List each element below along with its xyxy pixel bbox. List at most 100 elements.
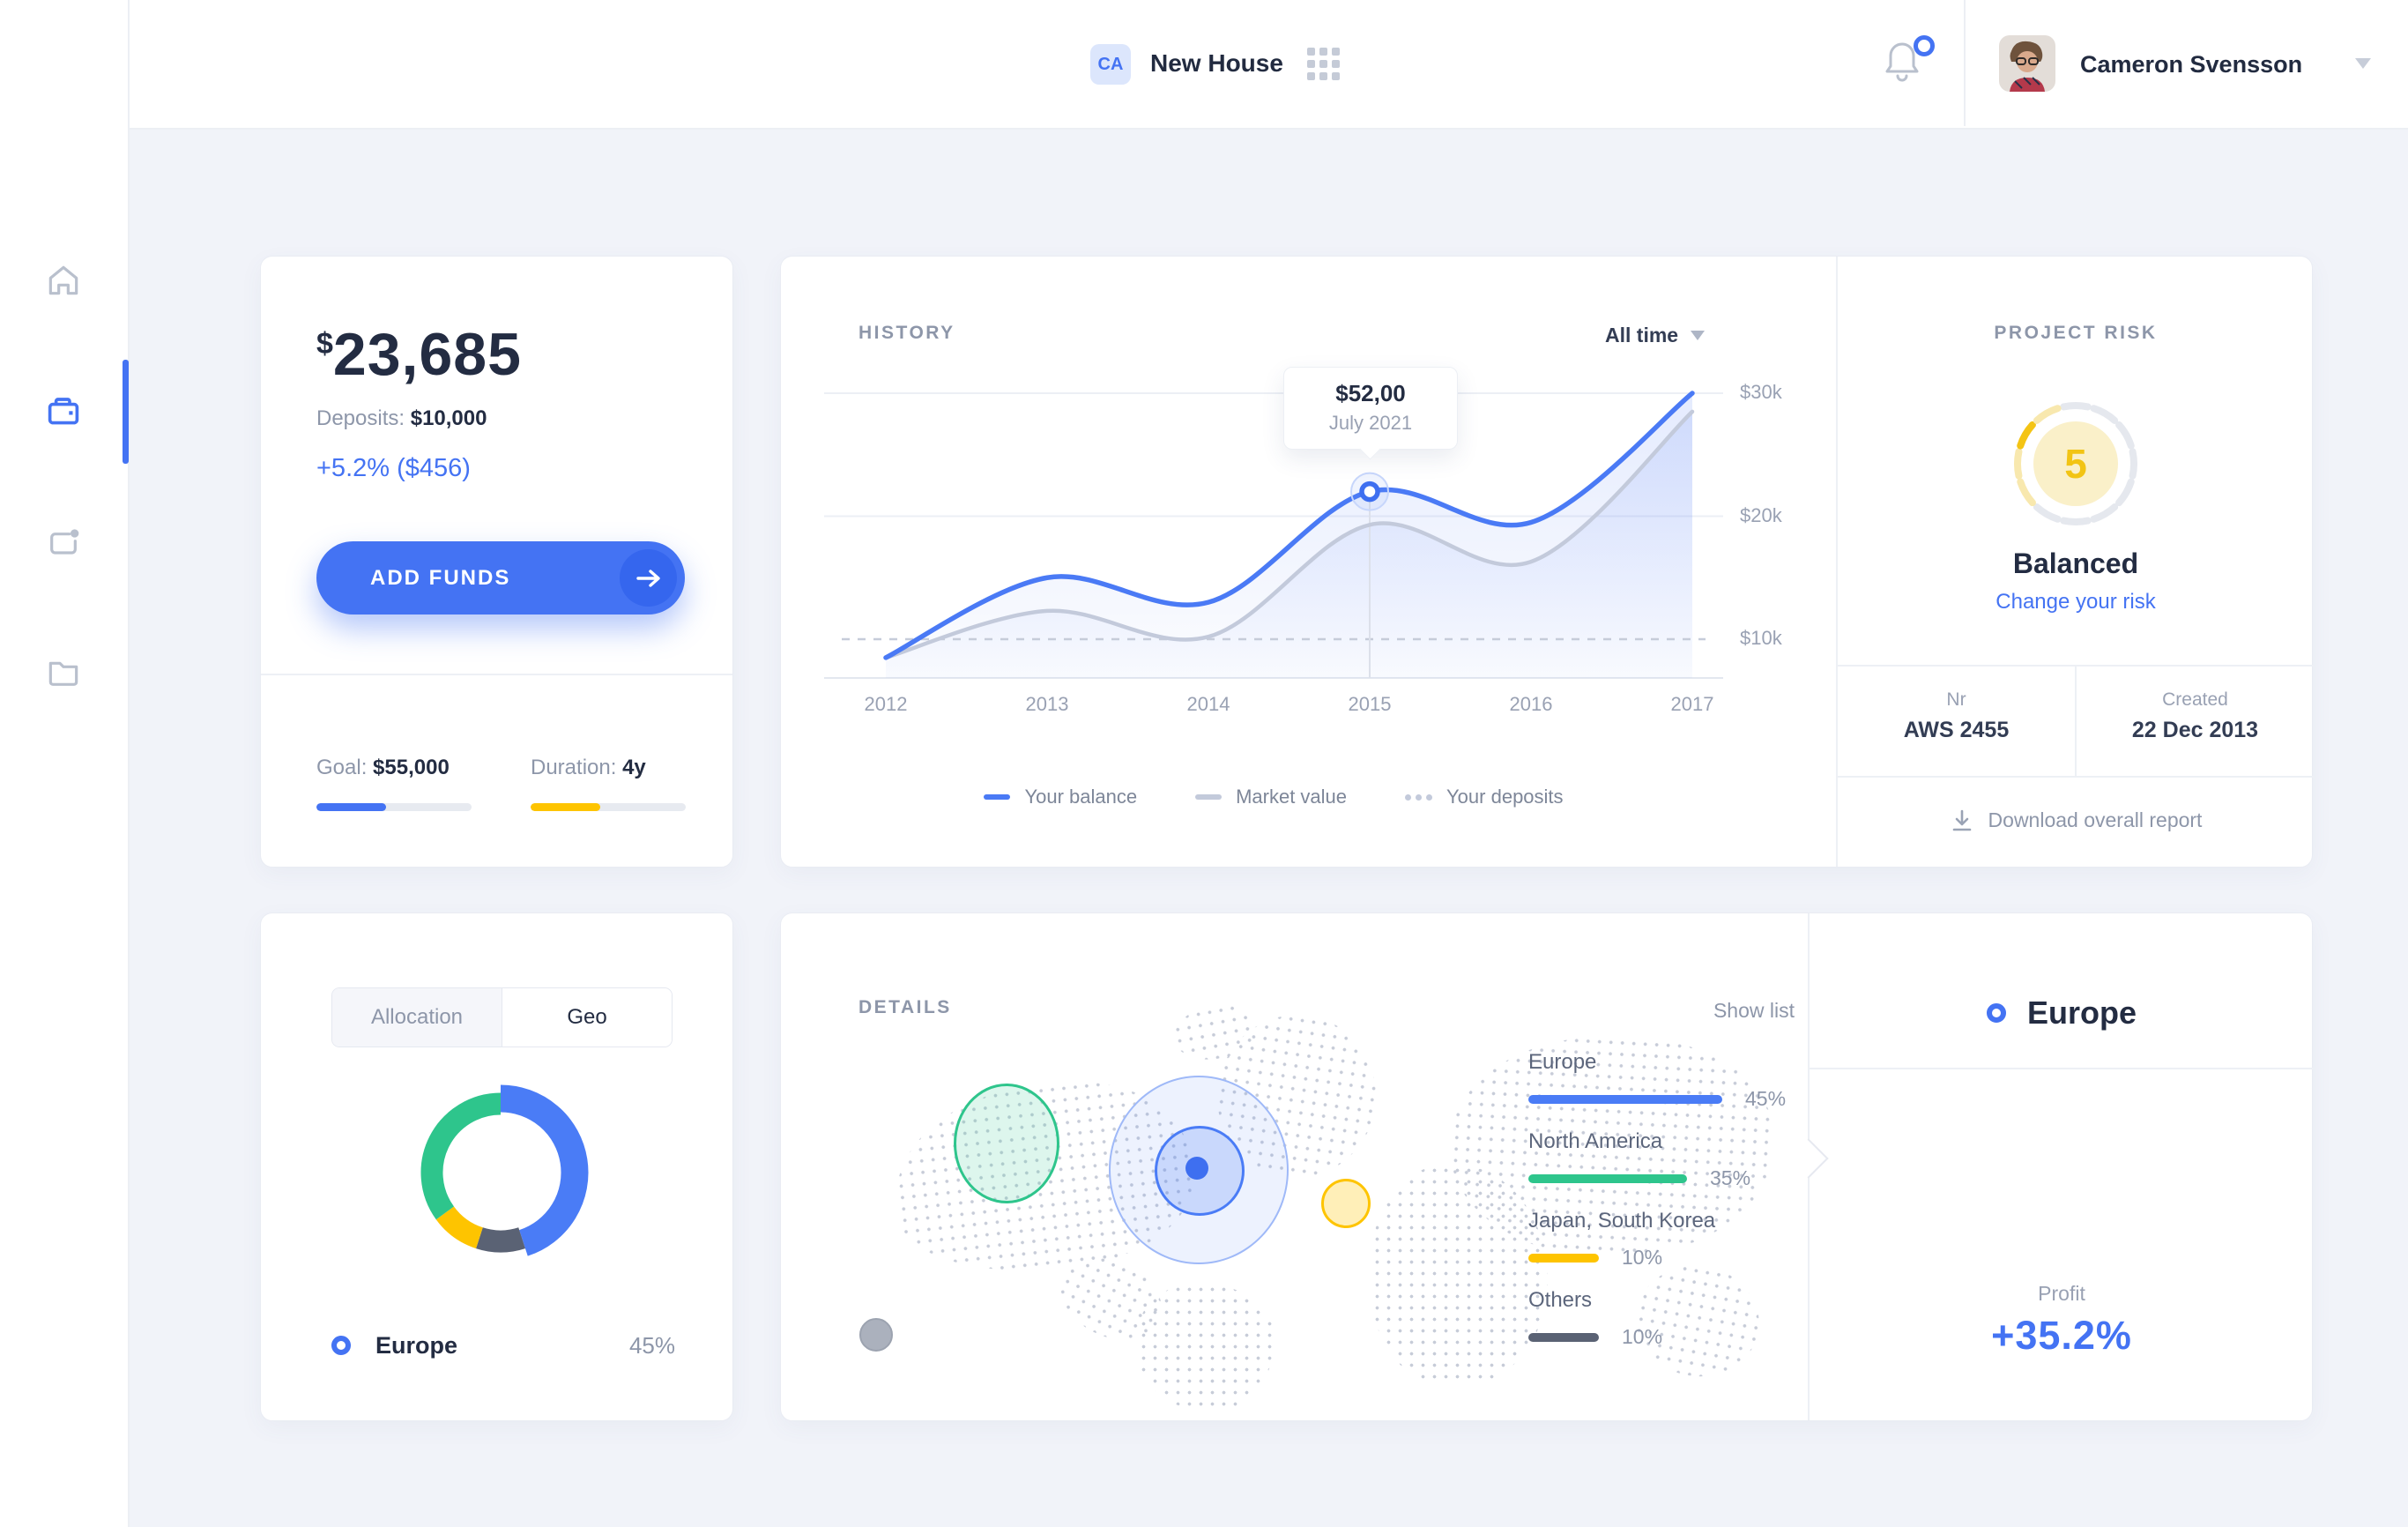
region-bar: [1528, 1094, 1722, 1104]
europe-bullet-icon: [331, 1336, 351, 1355]
sidebar-item-documents[interactable]: [37, 646, 90, 699]
risk-gauge-svg: [2014, 402, 2137, 525]
topbar-divider: [1964, 0, 1966, 126]
europe-bullet-icon: [1986, 1003, 2006, 1023]
region-row-europe: Europe 45%: [1528, 1050, 1793, 1111]
download-icon: [1952, 809, 1971, 831]
region-bar: [1528, 1332, 1599, 1342]
region-pct: 45%: [1745, 1087, 1787, 1110]
sidebar: [0, 0, 130, 1527]
arrow-right-icon: [620, 549, 677, 607]
legend-label: Your deposits: [1446, 786, 1564, 808]
region-label: Europe: [1528, 1050, 1597, 1074]
europe-title-row: Europe: [1810, 994, 2314, 1032]
avatar[interactable]: [1999, 35, 2055, 92]
show-list-link[interactable]: Show list: [1713, 999, 1795, 1022]
map-marker-others: [859, 1318, 893, 1352]
goal-line: Goal: $55,000: [316, 756, 450, 779]
risk-info-row: Nr AWS 2455 Created 22 Dec 2013: [1838, 665, 2314, 778]
chevron-down-icon: [1691, 331, 1706, 340]
panel-divider: [1810, 1068, 2314, 1069]
notifications-button[interactable]: [1882, 35, 1935, 92]
y-tick: $20k: [1740, 503, 1782, 526]
x-tick: 2017: [1670, 693, 1714, 715]
sidebar-item-home[interactable]: [37, 254, 90, 307]
map-marker-japan: [1321, 1179, 1371, 1228]
notification-badge: [1914, 35, 1935, 56]
allocation-legend-row: Europe 45%: [331, 1328, 675, 1363]
project-risk-panel: PROJECT RISK 5 Balanced Change your risk…: [1836, 257, 2314, 867]
sidebar-item-reports[interactable]: [37, 516, 90, 569]
legend-swatch: [1195, 794, 1223, 800]
apps-grid-icon[interactable]: [1307, 48, 1340, 80]
y-tick: $30k: [1740, 381, 1782, 403]
goal-progress: [316, 803, 472, 811]
sidebar-item-portfolio[interactable]: [37, 385, 90, 438]
donut-chart-svg: [420, 1084, 589, 1256]
tooltip-value: $52,00: [1335, 380, 1406, 406]
risk-created-cell: Created 22 Dec 2013: [2075, 667, 2314, 776]
europe-detail-panel: Europe Qty 45% Valorisation $72.80 Profi…: [1808, 913, 2314, 1420]
sidebar-active-indicator: [123, 360, 129, 464]
details-card: DETAILS Show list Europe 45% North America…: [780, 912, 2314, 1421]
balance-change: +5.2% ($456): [316, 454, 471, 482]
tab-geo[interactable]: Geo: [502, 988, 672, 1047]
region-bar: [1528, 1173, 1687, 1183]
duration-progress: [531, 803, 686, 811]
page-title: New House: [1150, 49, 1283, 77]
history-card: HISTORY All time $30k $20k $10k 2012 2013 20…: [780, 256, 2314, 868]
region-row-japan-south-korea: Japan, South Korea 10%: [1528, 1209, 1793, 1270]
box-badge-icon: [50, 529, 79, 555]
legend-label: Market value: [1236, 786, 1348, 808]
folder-icon: [48, 661, 78, 686]
region-pct: 10%: [1622, 1325, 1663, 1348]
history-chart-svg: [824, 391, 1723, 679]
workspace-badge[interactable]: CA: [1090, 44, 1131, 85]
balance-card: $23,685 Deposits: $10,000 +5.2% ($456) A…: [260, 256, 733, 868]
legend-swatch: [984, 794, 1011, 800]
allocation-card: Allocation Geo Europe 45%: [260, 912, 733, 1421]
time-range-select[interactable]: All time: [1605, 324, 1706, 347]
history-legend: Your balance Market value Your deposits: [824, 786, 1723, 808]
duration-line: Duration: 4y: [531, 756, 646, 779]
tab-allocation[interactable]: Allocation: [332, 988, 502, 1047]
home-icon: [48, 265, 78, 295]
x-tick: 2015: [1348, 693, 1392, 715]
top-bar: CA New House Cameron Svensson: [0, 0, 2408, 130]
risk-title: PROJECT RISK: [1994, 323, 2158, 343]
x-tick: 2013: [1025, 693, 1069, 715]
download-report-button[interactable]: Download overall report: [1838, 774, 2314, 867]
change-risk-link[interactable]: Change your risk: [1996, 590, 2156, 614]
details-title: DETAILS: [858, 997, 952, 1017]
map-marker-north-america: [954, 1084, 1059, 1203]
region-label: Japan, South Korea: [1528, 1209, 1716, 1233]
profit-block: Profit +35.2%: [1991, 1282, 2132, 1358]
x-tick: 2016: [1509, 693, 1553, 715]
user-menu[interactable]: Cameron Svensson: [2080, 51, 2303, 78]
legend-item-your-balance: Your balance: [984, 786, 1137, 808]
balance-amount: $23,685: [316, 321, 522, 388]
allocation-tabs: Allocation Geo: [331, 987, 673, 1047]
x-tick: 2014: [1186, 693, 1230, 715]
deposits-line: Deposits: $10,000: [316, 406, 487, 430]
tooltip-date: July 2021: [1328, 412, 1413, 434]
region-pct: 10%: [1622, 1246, 1663, 1269]
card-divider: [261, 674, 732, 675]
chevron-down-icon[interactable]: [2355, 58, 2371, 69]
legend-item-market-value: Market value: [1195, 786, 1347, 808]
map-marker-europe-dot: [1185, 1157, 1208, 1180]
currency-symbol: $: [316, 327, 333, 361]
risk-label: Balanced: [2012, 547, 2139, 579]
legend-dotted-swatch: [1405, 793, 1433, 801]
risk-nr-cell: Nr AWS 2455: [1903, 689, 2010, 742]
region-label: North America: [1528, 1129, 1663, 1153]
y-tick: $10k: [1740, 627, 1782, 649]
history-title: HISTORY: [858, 323, 955, 343]
wallet-icon: [48, 398, 79, 425]
region-label: Others: [1528, 1288, 1593, 1312]
add-funds-button[interactable]: ADD FUNDS: [316, 541, 685, 615]
region-pct: 35%: [1710, 1166, 1751, 1189]
legend-label: Your balance: [1024, 786, 1138, 808]
risk-score: 5: [2064, 441, 2087, 487]
